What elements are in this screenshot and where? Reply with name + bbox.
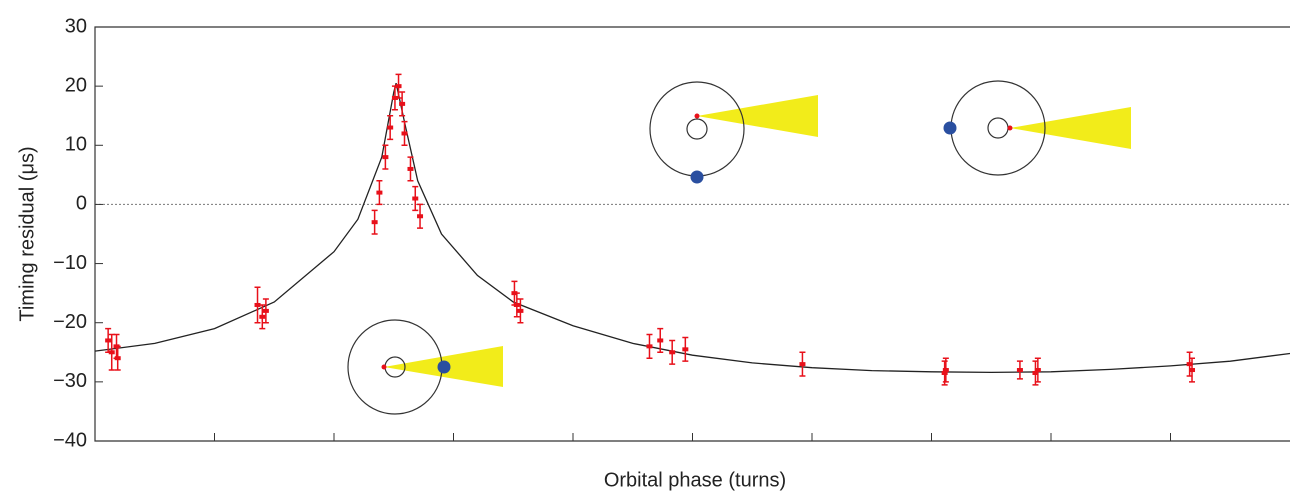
axis-frame bbox=[94, 26, 1290, 442]
x-axis-label: Orbital phase (turns) bbox=[604, 469, 786, 491]
data-point bbox=[395, 84, 402, 89]
data-point bbox=[399, 101, 406, 106]
pulsar bbox=[1007, 125, 1013, 131]
data-point bbox=[401, 131, 408, 136]
companion bbox=[943, 121, 957, 135]
data-point bbox=[1186, 362, 1193, 367]
data-point bbox=[262, 308, 269, 313]
y-tick-label: 10 bbox=[65, 134, 87, 156]
data-point bbox=[517, 308, 524, 313]
companion-orbit bbox=[987, 117, 1009, 139]
y-tick-label: −30 bbox=[53, 370, 87, 392]
orbit-inset bbox=[943, 80, 1131, 176]
data-point bbox=[407, 166, 414, 171]
companion bbox=[437, 360, 451, 374]
data-point bbox=[376, 190, 383, 195]
data-point bbox=[108, 350, 115, 355]
y-axis-label: Timing residual (μs) bbox=[16, 146, 38, 321]
data-point bbox=[941, 370, 948, 375]
data-point bbox=[259, 314, 266, 319]
beam bbox=[697, 95, 818, 137]
data-point bbox=[646, 344, 653, 349]
data-point bbox=[682, 347, 689, 352]
data-point bbox=[105, 338, 112, 343]
orbit-inset bbox=[347, 319, 503, 415]
y-tick-label: 20 bbox=[65, 74, 87, 96]
y-tick-label: 0 bbox=[76, 193, 87, 215]
data-point bbox=[417, 214, 424, 219]
companion-orbit bbox=[686, 118, 708, 140]
y-tick-label: −20 bbox=[53, 311, 87, 333]
orbit bbox=[649, 81, 745, 177]
y-tick-label: −10 bbox=[53, 252, 87, 274]
data-point bbox=[1016, 368, 1023, 373]
data-point bbox=[382, 155, 389, 160]
data-point bbox=[114, 356, 121, 361]
data-point bbox=[1034, 368, 1041, 373]
beam bbox=[1010, 107, 1131, 149]
model-curve bbox=[94, 83, 1290, 374]
data-point bbox=[942, 368, 949, 373]
data-point bbox=[371, 220, 378, 225]
data-point bbox=[1189, 368, 1196, 373]
pulsar bbox=[381, 364, 387, 370]
data-point bbox=[1032, 370, 1039, 375]
orbit-inset bbox=[649, 81, 818, 184]
data-point bbox=[657, 338, 664, 343]
data-point bbox=[254, 302, 261, 307]
data-point bbox=[412, 196, 419, 201]
data-point bbox=[799, 362, 806, 367]
data-point bbox=[513, 302, 520, 307]
data-point bbox=[391, 95, 398, 100]
data-point bbox=[669, 350, 676, 355]
companion bbox=[690, 170, 704, 184]
pulsar bbox=[694, 113, 700, 119]
data-point bbox=[387, 125, 394, 130]
y-tick-label: −40 bbox=[53, 429, 87, 451]
y-tick-label: 30 bbox=[65, 15, 87, 37]
